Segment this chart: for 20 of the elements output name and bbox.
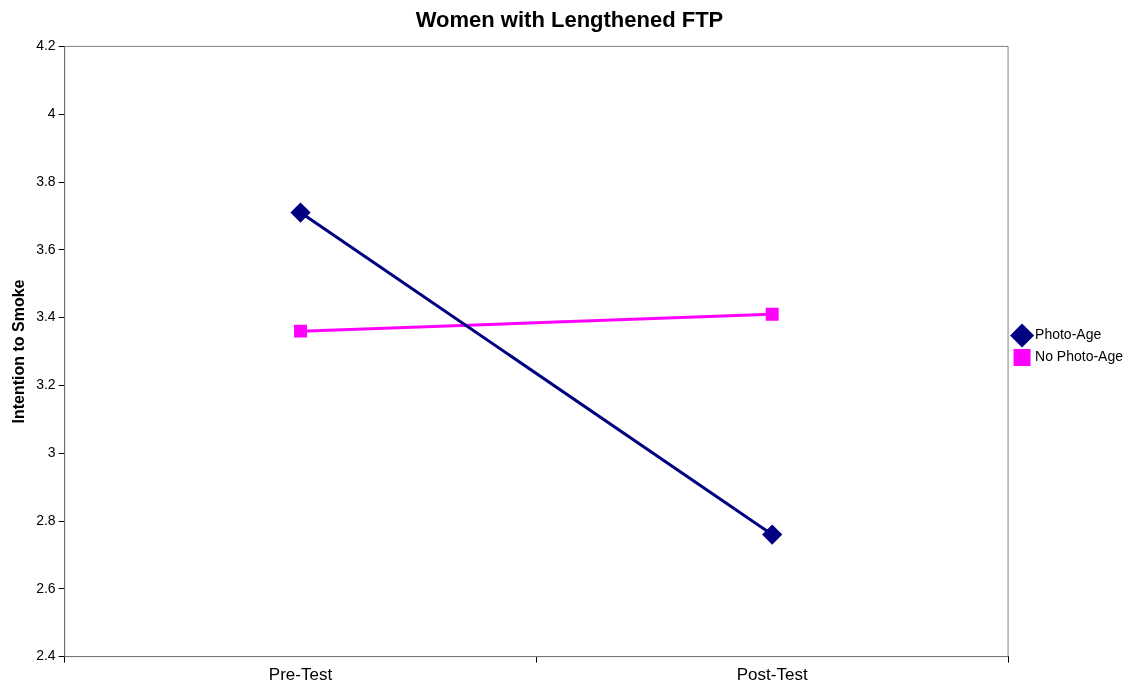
y-tick-label: 3.4 — [36, 308, 56, 325]
point — [291, 203, 311, 223]
legend-label: No Photo-Age — [1035, 348, 1124, 365]
x-tick-label: Post-Test — [736, 665, 808, 685]
y-tick-label: 3 — [47, 444, 56, 461]
point — [294, 324, 307, 338]
x-tick-label: Pre-Test — [268, 665, 333, 685]
point — [762, 525, 782, 545]
chart-title: Women with Lengthened FTP — [415, 7, 724, 33]
point — [765, 307, 779, 321]
y-tick-label: 3.2 — [36, 376, 56, 393]
y-tick-label: 4.2 — [36, 37, 56, 54]
legend-label: Photo-Age — [1035, 326, 1102, 343]
y-tick-label: 3.6 — [36, 240, 56, 257]
y-tick-label: 2.8 — [36, 511, 56, 528]
y-tick-label: 2.4 — [36, 647, 56, 664]
y-tick-label: 3.8 — [36, 172, 56, 189]
y-axis-title: Intention to Smoke — [10, 279, 28, 424]
y-tick-label: 4 — [47, 105, 56, 122]
y-tick-label: 2.6 — [36, 579, 56, 596]
